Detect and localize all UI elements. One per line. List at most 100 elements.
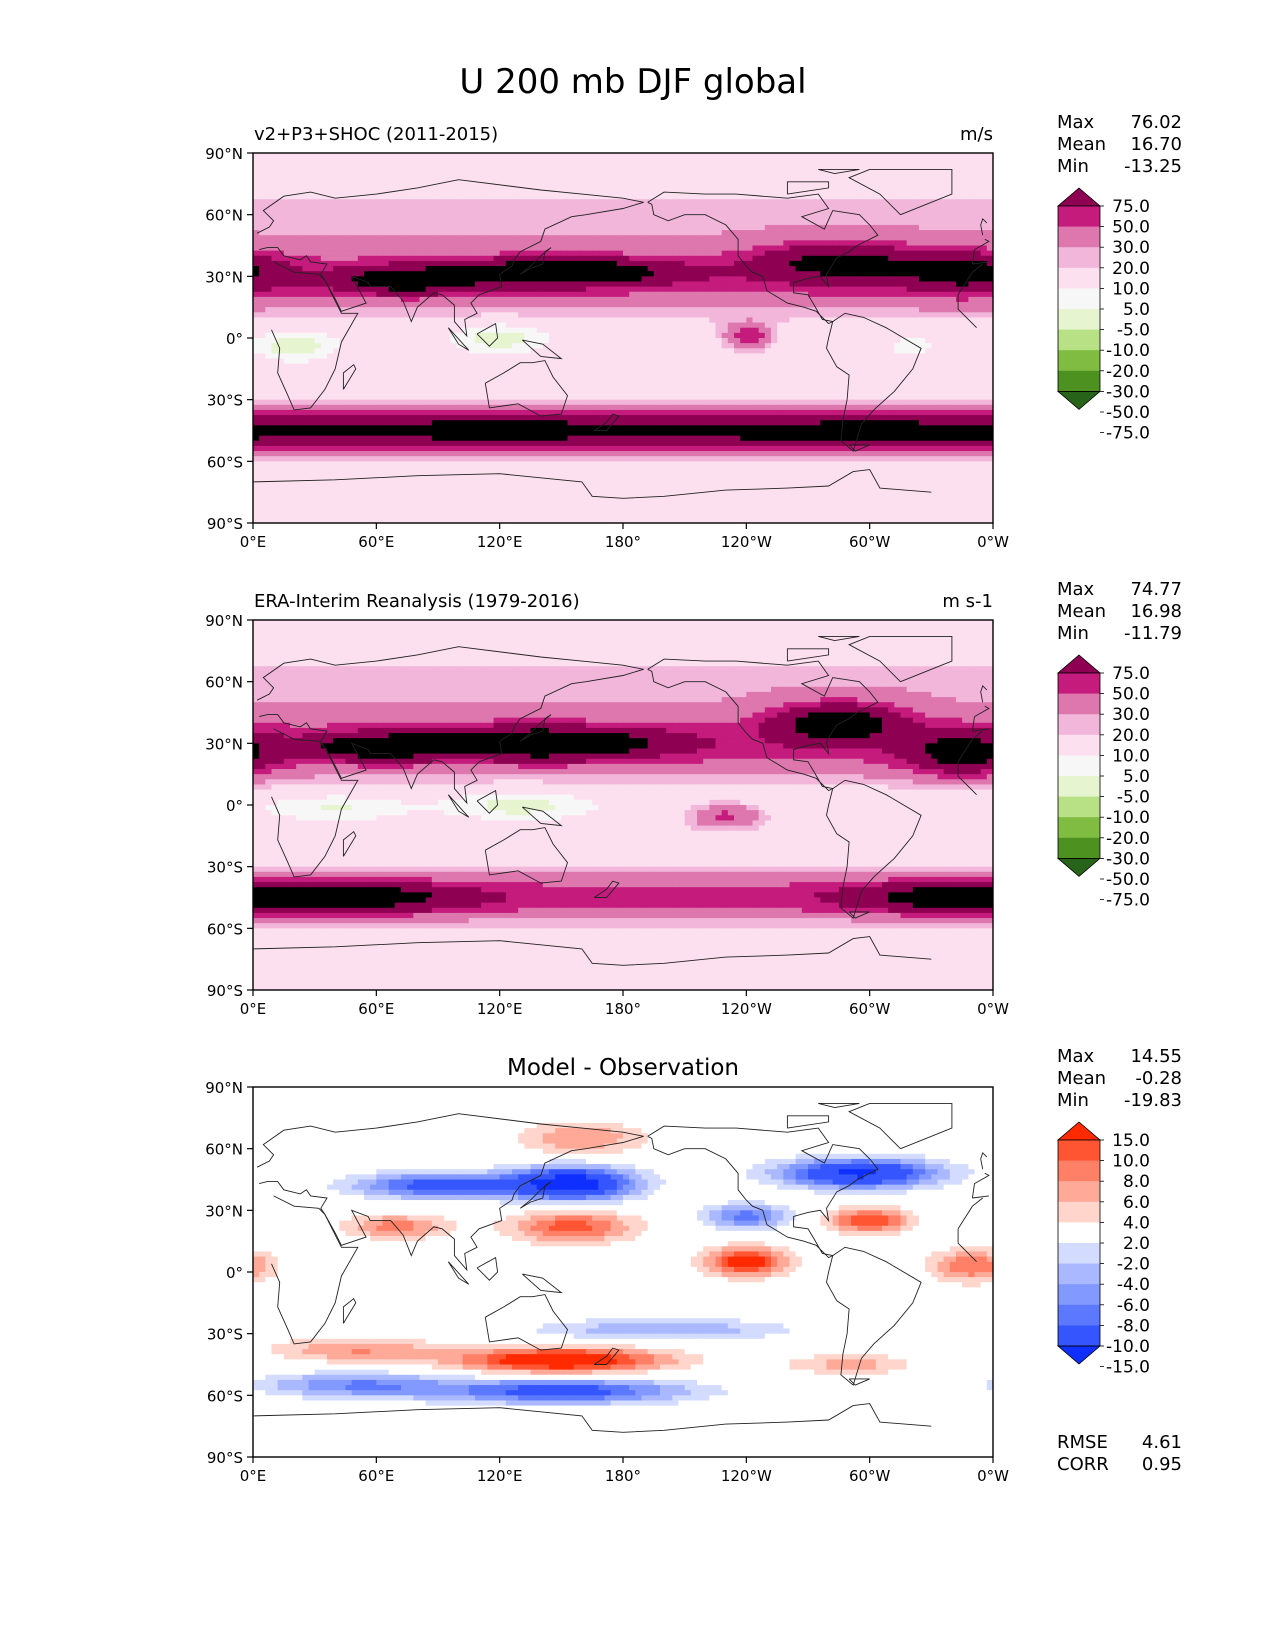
field-cell [752, 322, 760, 329]
field-cell [931, 302, 938, 308]
field-cell [986, 173, 993, 180]
field-cell [456, 260, 464, 267]
field-cell [857, 219, 864, 226]
field-cell [906, 153, 914, 159]
field-cell [283, 250, 291, 257]
field-cell [697, 209, 704, 216]
field-cell [771, 219, 778, 226]
field-cell [456, 194, 464, 200]
field-cell [783, 183, 790, 190]
field-cell [783, 281, 790, 288]
field-cell [949, 214, 957, 221]
field-cell [715, 327, 723, 334]
field-cell [635, 183, 642, 190]
field-cell [271, 317, 279, 324]
field-cell [401, 204, 408, 211]
field-cell [684, 245, 692, 252]
field-cell [259, 250, 266, 257]
field-cell [425, 240, 433, 246]
field-cell [956, 153, 963, 159]
field-cell [777, 348, 784, 354]
field-cell [727, 250, 735, 257]
field-cell [931, 219, 938, 226]
field-cell [308, 291, 316, 298]
field-cell [894, 348, 901, 354]
field-cell [357, 163, 365, 169]
field-cell [536, 163, 544, 169]
field-cell [845, 255, 852, 262]
field-cell [450, 358, 457, 365]
field-cell [777, 276, 784, 282]
field-cell [684, 199, 692, 205]
field-cell [444, 194, 451, 200]
field-cell [937, 327, 945, 334]
field-cell [425, 250, 433, 257]
field-cell [271, 358, 279, 365]
field-cell [407, 302, 414, 308]
field-cell [647, 286, 655, 293]
field-cell [345, 317, 353, 324]
field-cell [407, 194, 414, 200]
field-cell [623, 209, 630, 216]
field-cell [499, 209, 507, 216]
field-cell [259, 317, 266, 324]
field-cell [641, 363, 649, 370]
field-cell [327, 307, 334, 313]
field-cell [475, 348, 482, 354]
field-cell [382, 281, 390, 288]
field-cell [401, 209, 408, 216]
field-cell [376, 302, 383, 308]
field-cell [653, 250, 661, 257]
field-cell [721, 183, 729, 190]
field-cell [345, 363, 353, 370]
field-cell [771, 158, 778, 164]
field-cell [327, 204, 334, 211]
field-cell [370, 327, 377, 334]
field-cell [641, 209, 649, 216]
field-cell [462, 348, 470, 354]
field-cell [530, 286, 538, 293]
field-cell [943, 312, 951, 318]
field-cell [888, 240, 895, 246]
field-cell [795, 235, 803, 241]
field-cell [678, 286, 686, 293]
field-cell [777, 296, 784, 303]
field-cell [968, 168, 975, 175]
field-cell [413, 296, 420, 303]
field-cell [265, 255, 272, 262]
field-cell [586, 291, 593, 298]
field-cell [777, 322, 784, 329]
field-cell [561, 214, 568, 221]
field-cell [592, 307, 599, 313]
field-cell [573, 291, 581, 298]
field-cell [376, 250, 383, 257]
field-cell [814, 168, 821, 175]
field-cell [740, 209, 747, 216]
field-cell [635, 224, 642, 231]
field-cell [894, 173, 901, 180]
field-cell [314, 188, 322, 195]
field-cell [357, 235, 365, 241]
field-cell [561, 178, 568, 185]
field-cell [906, 219, 914, 226]
field-cell [703, 343, 710, 349]
field-cell [505, 260, 513, 267]
field-cell [943, 338, 951, 344]
field-cell [462, 250, 470, 257]
field-cell [561, 358, 568, 365]
field-cell [579, 219, 587, 226]
field-cell [351, 235, 359, 241]
field-cell [906, 332, 914, 339]
field-cell [641, 348, 649, 354]
field-cell [925, 235, 932, 241]
field-cell [407, 230, 414, 236]
field-cell [616, 163, 624, 169]
field-cell [598, 188, 605, 195]
field-cell [610, 188, 618, 195]
field-cell [518, 209, 525, 216]
field-cell [943, 209, 951, 216]
field-cell [758, 348, 766, 354]
field-cell [290, 281, 297, 288]
field-cell [561, 209, 568, 216]
field-cell [709, 332, 716, 339]
